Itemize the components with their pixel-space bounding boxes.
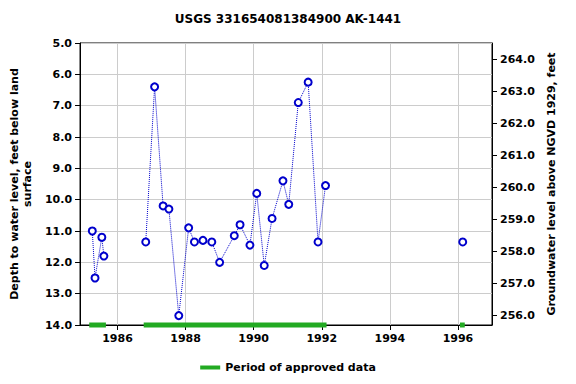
- svg-text:1992: 1992: [306, 332, 337, 345]
- svg-text:Depth to water level, feet bel: Depth to water level, feet below land: [8, 68, 21, 300]
- svg-text:USGS 331654081384900 AK-1441: USGS 331654081384900 AK-1441: [175, 12, 401, 26]
- svg-text:7.0: 7.0: [53, 99, 73, 112]
- svg-text:258.0: 258.0: [500, 245, 535, 258]
- svg-text:1990: 1990: [238, 332, 269, 345]
- svg-text:13.0: 13.0: [45, 287, 72, 300]
- svg-text:Period of approved data: Period of approved data: [225, 361, 376, 374]
- svg-text:12.0: 12.0: [45, 256, 72, 269]
- svg-text:8.0: 8.0: [53, 131, 73, 144]
- svg-text:Groundwater level above NGVD 1: Groundwater level above NGVD 1929, feet: [545, 52, 558, 315]
- svg-text:1986: 1986: [102, 332, 133, 345]
- svg-text:262.0: 262.0: [500, 117, 535, 130]
- svg-text:surface: surface: [21, 161, 34, 207]
- svg-text:257.0: 257.0: [500, 277, 535, 290]
- svg-text:10.0: 10.0: [45, 193, 72, 206]
- svg-text:256.0: 256.0: [500, 309, 535, 322]
- svg-text:263.0: 263.0: [500, 85, 535, 98]
- svg-text:5.0: 5.0: [53, 37, 73, 50]
- svg-text:259.0: 259.0: [500, 213, 535, 226]
- svg-text:9.0: 9.0: [53, 162, 73, 175]
- svg-text:261.0: 261.0: [500, 149, 535, 162]
- svg-text:264.0: 264.0: [500, 53, 535, 66]
- svg-text:14.0: 14.0: [45, 319, 72, 332]
- svg-text:1988: 1988: [170, 332, 201, 345]
- svg-text:1996: 1996: [443, 332, 474, 345]
- svg-text:11.0: 11.0: [45, 225, 72, 238]
- svg-text:6.0: 6.0: [53, 68, 73, 81]
- svg-text:260.0: 260.0: [500, 181, 535, 194]
- svg-text:1994: 1994: [375, 332, 406, 345]
